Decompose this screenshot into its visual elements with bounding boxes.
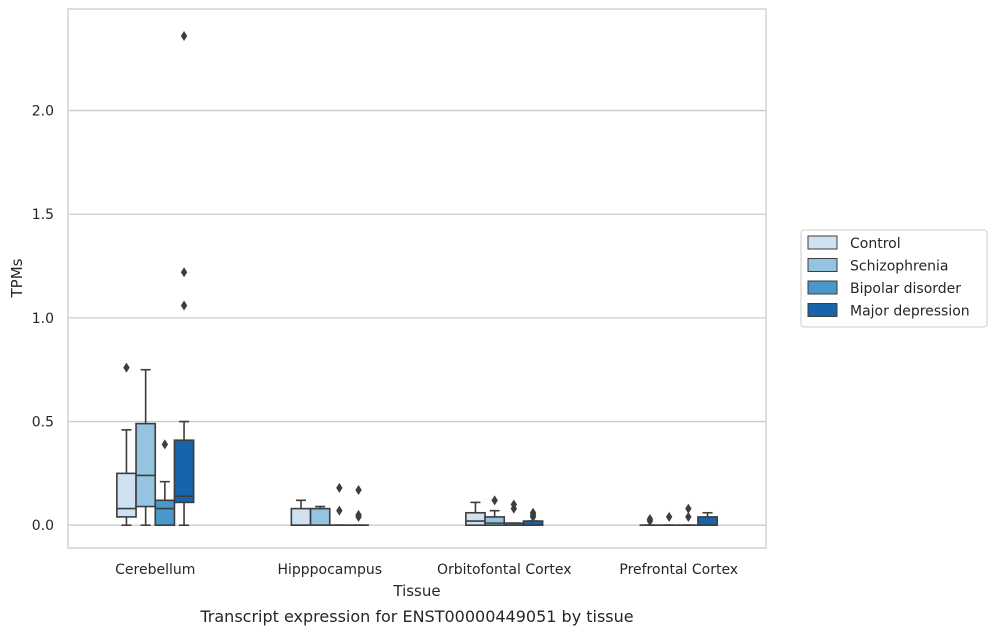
box-body [697,516,718,526]
box-2-3 [522,507,544,526]
outlier-marker [685,511,692,522]
y-tick-label: 1.5 [32,207,54,223]
legend-label: Schizophrenia [850,259,948,275]
outlier-marker [529,511,537,522]
y-tick-label: 0.5 [32,415,54,431]
box-2-1 [484,495,506,526]
legend-swatch [807,258,838,272]
x-tick-labels: Cerebellum Hipppocampus Orbitofontal Corte… [115,562,738,578]
caption: Transcript expression for ENST0000044905… [199,607,633,626]
box-body [309,507,331,526]
outlier-marker [180,30,188,41]
y-tick-label: 2.0 [32,104,54,120]
y-tick-label: 1.0 [32,311,54,327]
legend-swatch [807,280,838,295]
legend: Control Schizophrenia Bipolar disorder Majo… [800,229,988,328]
x-tick-label: Hipppocampus [277,562,382,578]
outlier-marker [180,300,188,311]
outlier-marker [510,503,518,514]
box-1-3 [348,484,369,527]
box-body [290,507,312,526]
box-body [154,499,176,526]
outlier-marker [161,439,169,450]
legend-label: Control [850,236,901,252]
outlier-marker [355,511,362,522]
outlier-marker [491,495,498,506]
legend-frame [800,229,988,328]
outlier-marker [336,482,343,493]
box-0-2 [154,439,176,526]
box-3-2 [677,503,699,527]
x-tick-label: Orbitofontal Cortex [437,562,572,578]
outlier-marker [646,516,654,527]
legend-label: Bipolar disorder [850,281,961,297]
legend-swatch [807,235,838,250]
y-tick-label: 0.0 [32,518,54,534]
legend-label: Major depression [850,304,970,320]
box-body [135,422,157,508]
x-tick-label: Cerebellum [115,562,195,578]
box-1-0 [290,499,312,526]
box-1-1 [309,505,331,526]
box-body [465,511,486,526]
plot-frame [67,8,767,549]
box-body [116,472,137,518]
outlier-marker [123,362,130,373]
outlier-marker [355,484,362,495]
plot-area [68,9,766,548]
x-axis-label: Tissue [392,582,440,600]
outlier-marker [665,511,673,522]
box-0-3 [173,30,195,526]
boxes [116,30,718,527]
box-0-1 [135,368,157,526]
y-tick-labels: 0.0 0.5 1.0 1.5 2.0 [32,104,54,535]
x-tick-label: Prefrontal Cortex [619,562,738,578]
outlier-marker [685,503,692,514]
box-3-0 [639,513,661,527]
outlier-marker [336,505,343,516]
box-3-3 [697,511,718,526]
outlier-marker [180,267,188,278]
box-1-2 [328,482,350,527]
box-body [173,439,195,504]
y-axis-label: TPMs [8,258,26,298]
box-body [484,516,506,526]
legend-swatch [807,303,838,317]
